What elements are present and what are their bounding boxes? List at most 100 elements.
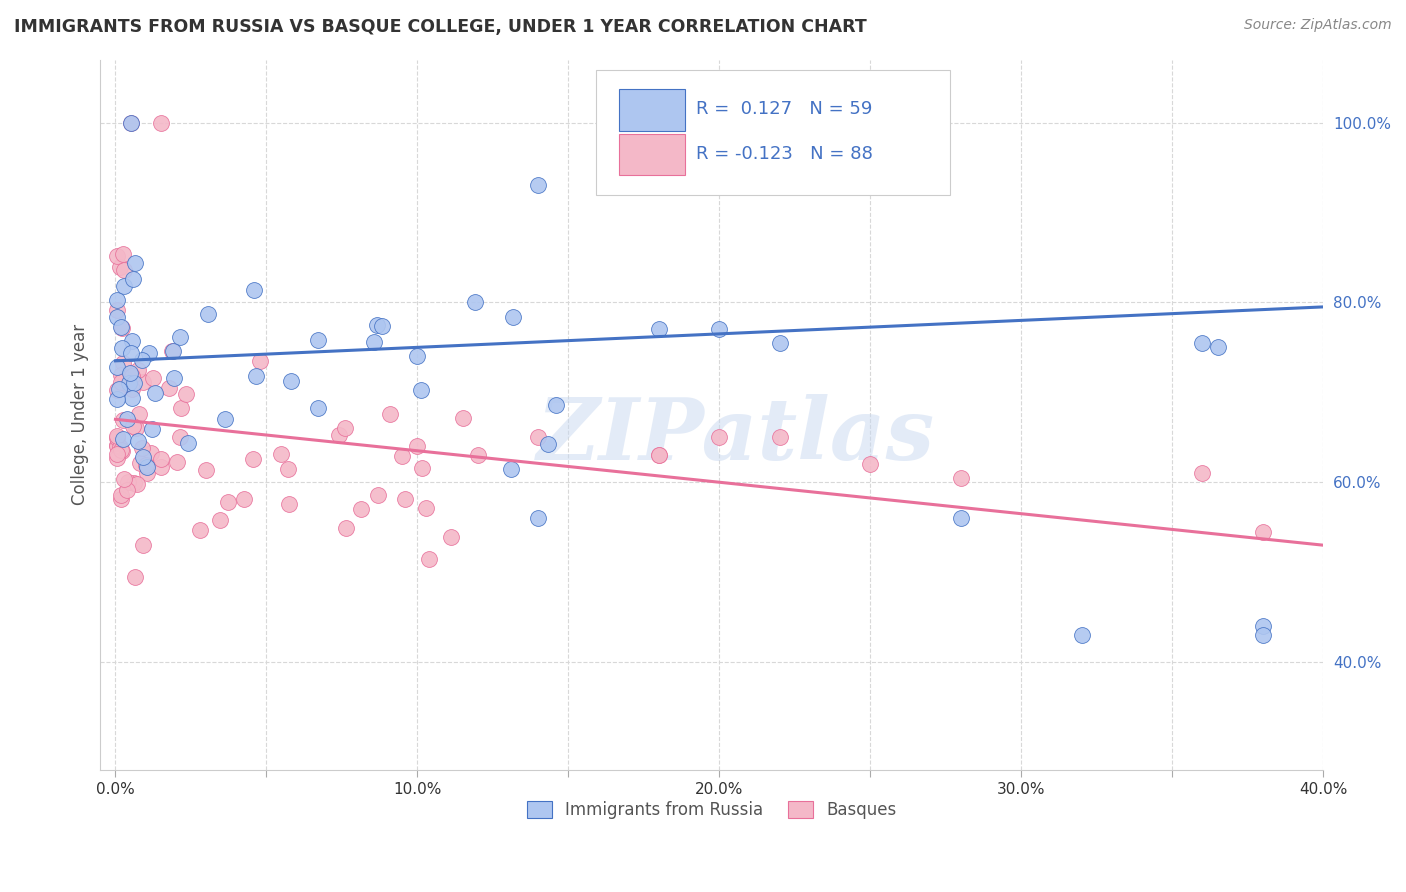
Point: [169, 430, 191, 444]
Point: [648, 322, 671, 336]
Point: [440, 530, 463, 544]
Point: [1070, 628, 1092, 642]
Point: [118, 366, 141, 380]
Point: [120, 346, 142, 360]
Point: [177, 436, 200, 450]
Point: [366, 318, 388, 333]
Text: Source: ZipAtlas.com: Source: ZipAtlas.com: [1244, 18, 1392, 32]
Point: [125, 477, 148, 491]
Point: [162, 370, 184, 384]
Point: [127, 434, 149, 449]
Point: [110, 375, 132, 389]
Point: [411, 460, 433, 475]
Point: [648, 448, 671, 462]
Point: [121, 391, 143, 405]
Point: [105, 310, 128, 324]
FancyBboxPatch shape: [596, 70, 950, 194]
Point: [245, 368, 267, 383]
Point: [409, 384, 432, 398]
Point: [859, 457, 882, 471]
Point: [1251, 619, 1274, 633]
Point: [128, 407, 150, 421]
Point: [467, 448, 489, 462]
Point: [194, 463, 217, 477]
Point: [121, 334, 143, 348]
Point: [307, 334, 329, 348]
Point: [122, 476, 145, 491]
Text: R =  0.127   N = 59: R = 0.127 N = 59: [696, 100, 872, 118]
Point: [1251, 524, 1274, 539]
Point: [105, 451, 128, 466]
Point: [132, 450, 155, 464]
Point: [188, 523, 211, 537]
Point: [110, 492, 132, 507]
Point: [108, 382, 131, 396]
Point: [648, 448, 671, 462]
Point: [217, 495, 239, 509]
Point: [208, 513, 231, 527]
Point: [125, 421, 148, 435]
Point: [166, 455, 188, 469]
Point: [111, 444, 134, 458]
Point: [1191, 335, 1213, 350]
Point: [367, 488, 389, 502]
Point: [451, 410, 474, 425]
Point: [110, 443, 132, 458]
Point: [110, 368, 132, 383]
Point: [127, 363, 149, 377]
Point: [1191, 467, 1213, 481]
Point: [333, 420, 356, 434]
Point: [112, 413, 135, 427]
Point: [110, 488, 132, 502]
Point: [169, 330, 191, 344]
Point: [335, 521, 357, 535]
Point: [124, 256, 146, 270]
Text: IMMIGRANTS FROM RUSSIA VS BASQUE COLLEGE, UNDER 1 YEAR CORRELATION CHART: IMMIGRANTS FROM RUSSIA VS BASQUE COLLEGE…: [14, 18, 868, 36]
Point: [105, 303, 128, 318]
Point: [406, 439, 429, 453]
Point: [122, 271, 145, 285]
Point: [136, 466, 159, 480]
Point: [111, 341, 134, 355]
Point: [406, 349, 429, 363]
Point: [769, 335, 792, 350]
Point: [280, 374, 302, 388]
Point: [162, 343, 184, 358]
Point: [277, 461, 299, 475]
Point: [105, 431, 128, 445]
Point: [131, 376, 153, 390]
Point: [112, 355, 135, 369]
Point: [129, 456, 152, 470]
Point: [105, 360, 128, 375]
Point: [131, 352, 153, 367]
Point: [1206, 340, 1229, 354]
Point: [105, 429, 128, 443]
Point: [544, 398, 567, 412]
Point: [391, 449, 413, 463]
Point: [121, 368, 143, 383]
Point: [949, 471, 972, 485]
Point: [418, 552, 440, 566]
Point: [105, 438, 128, 452]
Point: [111, 432, 134, 446]
Point: [117, 475, 139, 489]
Point: [139, 446, 162, 460]
Y-axis label: College, Under 1 year: College, Under 1 year: [72, 324, 89, 506]
Point: [112, 263, 135, 277]
Point: [105, 384, 128, 398]
Point: [174, 387, 197, 401]
Point: [105, 293, 128, 307]
FancyBboxPatch shape: [619, 134, 685, 176]
Point: [169, 401, 191, 416]
Point: [949, 511, 972, 525]
Point: [105, 447, 128, 461]
FancyBboxPatch shape: [619, 89, 685, 130]
Point: [105, 392, 128, 406]
Point: [502, 310, 524, 325]
Point: [242, 283, 264, 297]
Point: [371, 319, 394, 334]
Point: [105, 438, 128, 452]
Point: [124, 570, 146, 584]
Point: [135, 458, 157, 472]
Point: [380, 407, 402, 421]
